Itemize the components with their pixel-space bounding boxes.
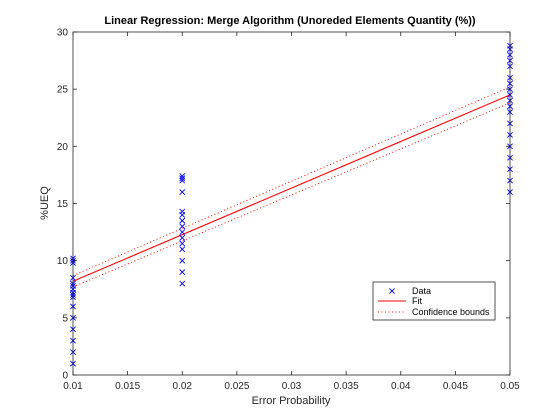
x-tick-label: 0.045	[443, 381, 468, 392]
x-tick-label: 0.02	[173, 381, 193, 392]
data-point	[179, 177, 186, 184]
data-point	[179, 175, 186, 182]
data-point	[179, 234, 186, 241]
x-tick-label: 0.025	[224, 381, 249, 392]
data-point	[179, 173, 186, 179]
data-point	[179, 280, 186, 287]
ticks-layer: 0.01 0.015 0.02 0.025 0.03 0.035 0.04 0.045 0.05…	[57, 28, 520, 393]
data-point	[179, 229, 186, 236]
data-point	[179, 223, 186, 230]
data-point	[179, 240, 186, 247]
legend-marker-data	[389, 288, 395, 294]
legend-label: Fit	[412, 296, 422, 306]
y-tick-label: 10	[57, 256, 69, 267]
x-tick-label: 0.015	[115, 381, 140, 392]
legend-label: Data	[412, 286, 431, 296]
y-tick-label: 5	[62, 313, 68, 324]
x-axis-label: Error Probability	[252, 395, 331, 407]
data-point	[179, 208, 186, 215]
x-tick-label: 0.035	[334, 381, 359, 392]
x-tick-label: 0.04	[391, 381, 411, 392]
y-tick-label: 0	[62, 371, 68, 382]
y-tick-label: 30	[57, 28, 69, 39]
data-point	[179, 257, 186, 264]
fit-line	[72, 94, 511, 282]
y-tick-label: 25	[57, 85, 69, 96]
data-point	[179, 269, 186, 276]
y-tick-label: 20	[57, 142, 69, 153]
chart-title: Linear Regression: Merge Algorithm (Unor…	[104, 15, 476, 27]
x-tick-label: 0.03	[282, 381, 302, 392]
y-axis-label: %UEQ	[39, 186, 51, 220]
data-point	[179, 189, 186, 195]
x-tick-label: 0.05	[500, 381, 520, 392]
x-tick-label: 0.01	[63, 381, 83, 392]
data-point	[179, 217, 186, 224]
data-point	[179, 246, 186, 253]
plot-area	[73, 32, 510, 375]
y-tick-label: 15	[57, 199, 69, 210]
legend-label: Confidence bounds	[412, 307, 490, 317]
